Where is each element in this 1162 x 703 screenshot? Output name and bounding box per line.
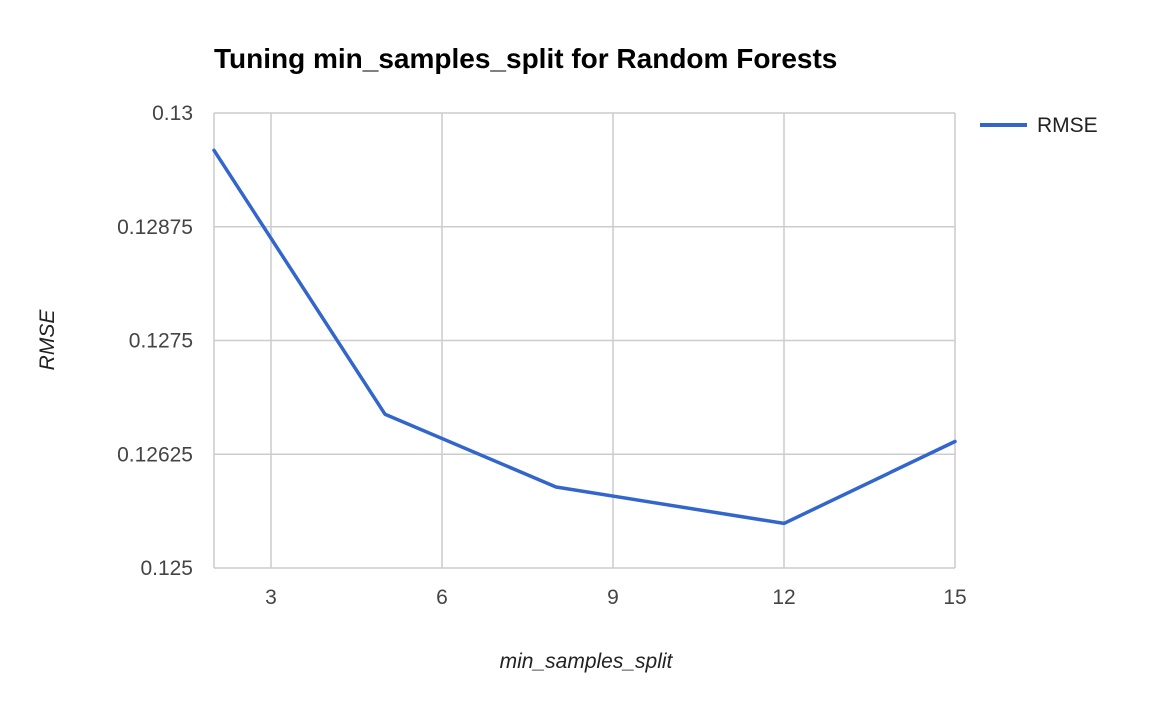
chart-title: Tuning min_samples_split for Random Fore…	[214, 43, 837, 74]
series-line-rmse	[212, 148, 957, 526]
x-axis-title: min_samples_split	[500, 650, 674, 673]
x-tick-label: 15	[943, 586, 966, 609]
y-tick-label: 0.125	[140, 557, 193, 580]
x-tick-label: 9	[607, 586, 619, 609]
y-tick-label: 0.1275	[129, 330, 193, 353]
y-tick-label: 0.12875	[117, 216, 193, 239]
series-lines	[212, 148, 957, 526]
legend-label: RMSE	[1037, 114, 1098, 137]
legend: RMSE	[980, 114, 1098, 137]
gridlines	[213, 112, 956, 569]
y-axis-title: RMSE	[36, 309, 59, 371]
x-tick-label: 3	[265, 586, 277, 609]
y-tick-label: 0.13	[152, 102, 193, 125]
y-axis-ticks: 0.125 0.12625 0.1275 0.12875 0.13	[117, 102, 193, 580]
x-tick-label: 6	[436, 586, 448, 609]
x-tick-label: 12	[772, 586, 795, 609]
y-tick-label: 0.12625	[117, 443, 193, 466]
x-axis-ticks: 3 6 9 12 15	[265, 586, 967, 609]
